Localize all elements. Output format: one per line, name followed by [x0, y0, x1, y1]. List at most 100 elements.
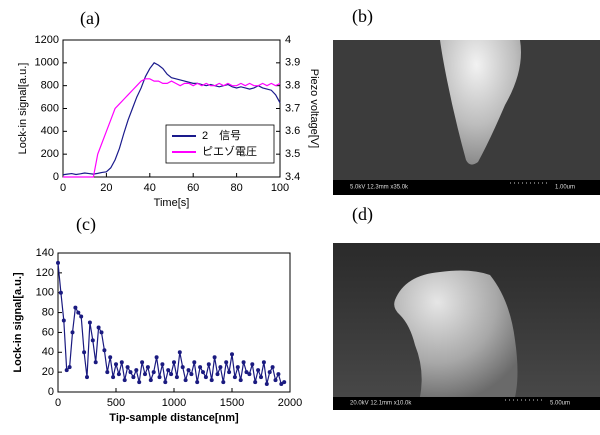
- data-point: [174, 375, 179, 380]
- data-point: [180, 365, 185, 370]
- data-point: [137, 380, 142, 385]
- data-point: [215, 372, 220, 377]
- data-point: [256, 368, 261, 373]
- data-point: [73, 305, 78, 310]
- data-point: [224, 360, 229, 365]
- x-tick-label: 1500: [220, 397, 244, 409]
- y-tick-label: 40: [42, 346, 54, 358]
- sem-scale: 1.00um: [555, 185, 575, 191]
- data-point: [209, 378, 214, 383]
- data-point: [163, 380, 168, 385]
- x-tick-label: 20: [100, 182, 112, 194]
- data-point: [235, 365, 240, 370]
- data-point: [102, 348, 107, 353]
- data-point: [189, 372, 194, 377]
- sem-info: 20.0kV 12.1mm x10.0k: [350, 401, 412, 407]
- data-point: [105, 370, 110, 375]
- panel-label: (b): [352, 6, 373, 27]
- data-point: [119, 360, 124, 365]
- data-point: [238, 378, 243, 383]
- data-point: [241, 360, 246, 365]
- series-line: [57, 262, 285, 386]
- y2-tick-label: 3.7: [285, 102, 300, 114]
- x-tick-label: 60: [187, 182, 199, 194]
- data-point: [264, 382, 269, 387]
- y-tick-label: 80: [42, 306, 54, 318]
- x-tick-label: 2000: [278, 397, 302, 409]
- data-point: [131, 375, 136, 380]
- y-tick-label: 60: [42, 326, 54, 338]
- data-point: [230, 352, 234, 357]
- data-point: [203, 375, 208, 380]
- panel-label: (c): [76, 214, 96, 235]
- data-point: [183, 378, 188, 383]
- data-point: [261, 360, 266, 365]
- y-tick-label: 400: [41, 125, 59, 137]
- data-point: [267, 370, 272, 375]
- data-point: [114, 362, 118, 367]
- data-point: [154, 355, 159, 360]
- legend-box: [165, 124, 275, 164]
- x-tick-label: 0: [60, 182, 66, 194]
- panel-label: (a): [80, 8, 100, 29]
- data-point: [212, 355, 217, 360]
- data-point: [198, 365, 203, 370]
- y-tick-label: 20: [42, 366, 54, 378]
- data-point: [250, 362, 255, 367]
- series-line: [62, 62, 281, 176]
- sem-info: 5.0kV 12.3mm x35.0k: [350, 185, 409, 191]
- data-point: [247, 372, 252, 377]
- panel-label: (d): [352, 204, 373, 225]
- data-point: [276, 372, 281, 377]
- data-point: [79, 314, 84, 319]
- data-point: [227, 370, 232, 375]
- data-point: [145, 365, 150, 370]
- y2-tick-label: 3.4: [285, 171, 300, 183]
- data-point: [90, 338, 95, 343]
- legend-label: 2 信号: [202, 129, 241, 142]
- y2-tick-label: 3.8: [285, 80, 300, 92]
- data-point: [99, 330, 104, 335]
- y-tick-label: 800: [41, 80, 59, 92]
- data-point: [58, 290, 63, 295]
- data-point: [128, 370, 133, 375]
- data-point: [282, 380, 287, 385]
- y-axis-label: Lock-in signal[a.u.]: [12, 272, 24, 373]
- y2-axis-label: Piezo voltage[V]: [308, 69, 320, 149]
- data-point: [244, 370, 249, 375]
- sem-info-bar: [333, 180, 600, 195]
- sem-tip: [394, 270, 518, 397]
- data-point: [273, 378, 278, 383]
- x-tick-label: 0: [55, 397, 61, 409]
- data-point: [87, 320, 92, 325]
- y-tick-label: 1200: [35, 34, 59, 46]
- sem-scale: 5.00um: [550, 401, 570, 407]
- x-axis-label: Tip-sample distance[nm]: [109, 412, 239, 424]
- data-point: [270, 365, 275, 370]
- data-point: [166, 368, 171, 373]
- data-point: [85, 375, 89, 380]
- y2-tick-label: 4: [285, 34, 291, 46]
- data-point: [143, 372, 147, 377]
- y2-tick-label: 3.9: [285, 57, 300, 69]
- y-tick-label: 140: [36, 247, 54, 259]
- data-point: [82, 350, 87, 355]
- data-point: [93, 360, 98, 365]
- y-tick-label: 200: [41, 148, 59, 160]
- data-point: [116, 372, 121, 377]
- sem-tip: [440, 40, 521, 165]
- data-point: [192, 360, 197, 365]
- data-point: [70, 330, 75, 335]
- x-tick-label: 500: [107, 397, 125, 409]
- series-line: [63, 78, 281, 178]
- sem-image: 5.0kV 12.3mm x35.0k 1.00um: [333, 40, 600, 195]
- data-point: [67, 365, 72, 370]
- data-point: [76, 310, 81, 315]
- data-point: [201, 370, 205, 375]
- data-point: [177, 350, 182, 355]
- data-point: [206, 362, 211, 367]
- data-point: [157, 375, 162, 380]
- data-point: [221, 380, 226, 385]
- sem-image: 20.0kV 12.1mm x10.0k 5.00um: [333, 243, 600, 410]
